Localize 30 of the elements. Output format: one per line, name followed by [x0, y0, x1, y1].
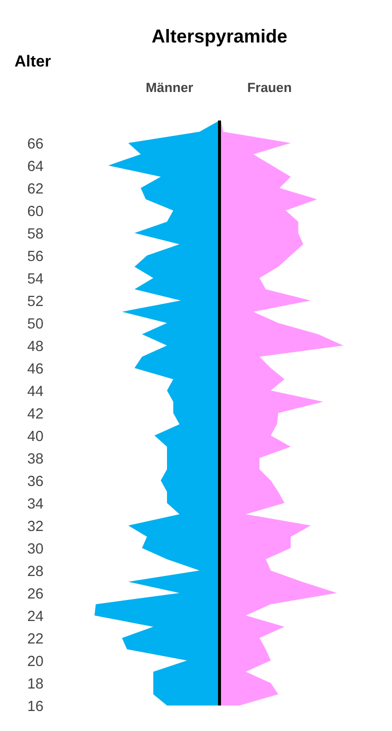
chart-title: Alterspyramide — [152, 26, 288, 46]
y-tick-label: 50 — [27, 316, 44, 332]
y-tick-label: 28 — [27, 564, 44, 580]
y-tick-label: 20 — [27, 654, 44, 670]
y-tick-label: 32 — [27, 518, 44, 535]
y-tick-label: 56 — [27, 248, 44, 265]
y-tick-label: 62 — [27, 182, 44, 198]
y-tick-label: 60 — [27, 204, 44, 220]
y-tick-label: 58 — [27, 226, 44, 242]
y-tick-label: 30 — [27, 541, 44, 558]
y-tick-label: 40 — [27, 428, 44, 445]
y-tick-label: 46 — [27, 361, 44, 378]
y-tick-label: 34 — [27, 496, 44, 512]
y-tick-label: 44 — [27, 384, 44, 400]
y-tick-label: 38 — [27, 451, 44, 468]
y-axis-title: Alter — [14, 54, 51, 70]
y-tick-label: 66 — [27, 136, 44, 152]
y-tick-label: 36 — [27, 474, 44, 490]
y-tick-label: 48 — [27, 338, 44, 355]
y-tick-label: 18 — [27, 676, 44, 692]
y-tick-label: 26 — [27, 586, 44, 602]
y-tick-label: 22 — [27, 631, 44, 648]
y-tick-label: 54 — [27, 271, 44, 288]
y-tick-label: 64 — [27, 159, 44, 175]
text: Männer — [146, 80, 194, 95]
y-tick-label: 52 — [27, 294, 44, 310]
text: Frauen — [247, 80, 292, 95]
y-tick-label: 16 — [27, 698, 44, 715]
y-tick-label: 42 — [27, 406, 44, 422]
y-tick-label: 24 — [27, 608, 44, 625]
